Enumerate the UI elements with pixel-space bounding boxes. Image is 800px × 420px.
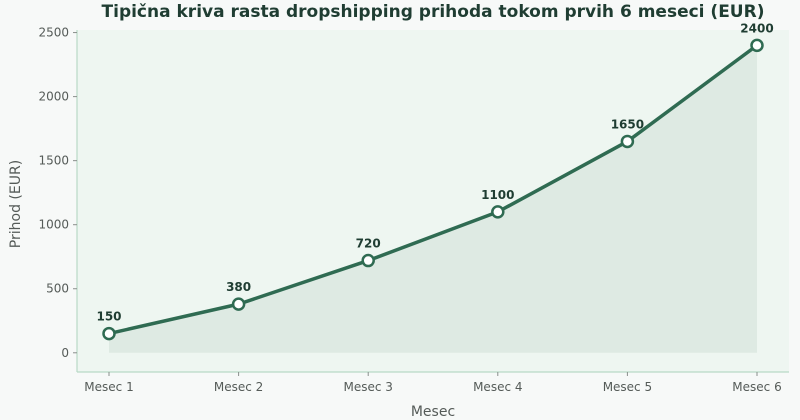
x-axis-label: Mesec xyxy=(411,404,455,420)
series-line xyxy=(108,43,759,336)
data-point xyxy=(231,297,246,311)
data-label: 2400 xyxy=(740,21,773,35)
x-tick-label: Mesec 4 xyxy=(473,380,522,394)
y-tick-label: 1500 xyxy=(38,154,69,168)
x-tick-label: Mesec 5 xyxy=(603,380,652,394)
area-fill xyxy=(109,45,757,353)
y-tick-label: 1000 xyxy=(38,218,69,232)
axes xyxy=(76,30,789,373)
x-tick-label: Mesec 2 xyxy=(214,380,263,394)
y-axis-label: Prihod (EUR) xyxy=(8,160,24,248)
x-tick-label: Mesec 1 xyxy=(84,380,133,394)
series-revenue xyxy=(102,38,764,353)
y-tick-label: 2500 xyxy=(38,26,69,40)
data-label: 150 xyxy=(96,310,121,324)
data-label: 720 xyxy=(356,237,381,251)
data-label: 1100 xyxy=(481,188,514,202)
x-tick-label: Mesec 6 xyxy=(732,380,781,394)
y-tick-label: 2000 xyxy=(38,90,69,104)
data-point xyxy=(491,205,505,219)
chart-title: Tipična kriva rasta dropshipping prihoda… xyxy=(102,2,765,22)
ticks: 0 500 1000 1500 2000 2500 Mesec 1 Mesec 2 Mesec … xyxy=(38,26,781,394)
data-point xyxy=(750,38,764,53)
data-label: 1650 xyxy=(611,117,644,131)
y-tick-label: 0 xyxy=(61,346,69,360)
data-labels: 150 380 720 1100 1650 2400 xyxy=(96,21,773,323)
data-point xyxy=(102,326,116,341)
data-point xyxy=(620,134,635,149)
y-tick-label: 500 xyxy=(46,282,69,296)
x-tick-label: Mesec 3 xyxy=(343,380,392,394)
data-label: 380 xyxy=(226,280,251,294)
data-point xyxy=(361,253,375,268)
